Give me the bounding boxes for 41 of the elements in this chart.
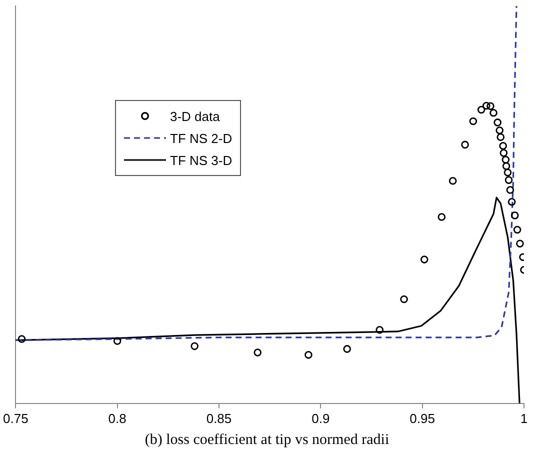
point bbox=[469, 117, 478, 126]
point bbox=[504, 168, 512, 176]
x-tick-label: 1 bbox=[520, 410, 528, 426]
x-tick-label: 0.8 bbox=[108, 410, 126, 426]
point bbox=[502, 162, 510, 170]
x-tick-label: 0.95 bbox=[410, 410, 435, 426]
point bbox=[516, 240, 524, 248]
point bbox=[494, 118, 502, 126]
point bbox=[461, 140, 469, 149]
point bbox=[502, 156, 510, 164]
text: (b) loss coefficient at tip vs normed radii bbox=[144, 432, 390, 449]
legend-label: TF NS 3-D bbox=[170, 152, 232, 168]
point bbox=[18, 335, 26, 343]
point bbox=[504, 176, 513, 184]
point bbox=[486, 102, 494, 110]
legend-label: TF NS 2-D bbox=[170, 130, 232, 146]
point bbox=[499, 142, 507, 150]
point bbox=[482, 102, 490, 110]
point bbox=[254, 348, 262, 356]
x-tick-label: 0.85 bbox=[206, 410, 232, 426]
legend-label: 3-D data bbox=[170, 108, 220, 124]
point bbox=[490, 109, 498, 117]
point bbox=[304, 351, 312, 359]
point bbox=[496, 126, 504, 134]
point bbox=[510, 212, 519, 220]
point bbox=[513, 226, 522, 234]
point bbox=[400, 295, 408, 304]
point bbox=[113, 337, 122, 345]
point bbox=[420, 256, 428, 264]
point bbox=[477, 106, 486, 114]
point bbox=[448, 176, 457, 185]
point bbox=[508, 198, 516, 206]
point bbox=[438, 213, 446, 221]
point bbox=[376, 326, 384, 334]
point bbox=[190, 342, 198, 350]
x-tick-label: 0.9 bbox=[312, 410, 330, 426]
point bbox=[496, 133, 505, 142]
point bbox=[343, 345, 351, 353]
x-tick-label: 0.75 bbox=[2, 410, 28, 426]
point bbox=[506, 186, 514, 194]
point bbox=[500, 149, 508, 157]
